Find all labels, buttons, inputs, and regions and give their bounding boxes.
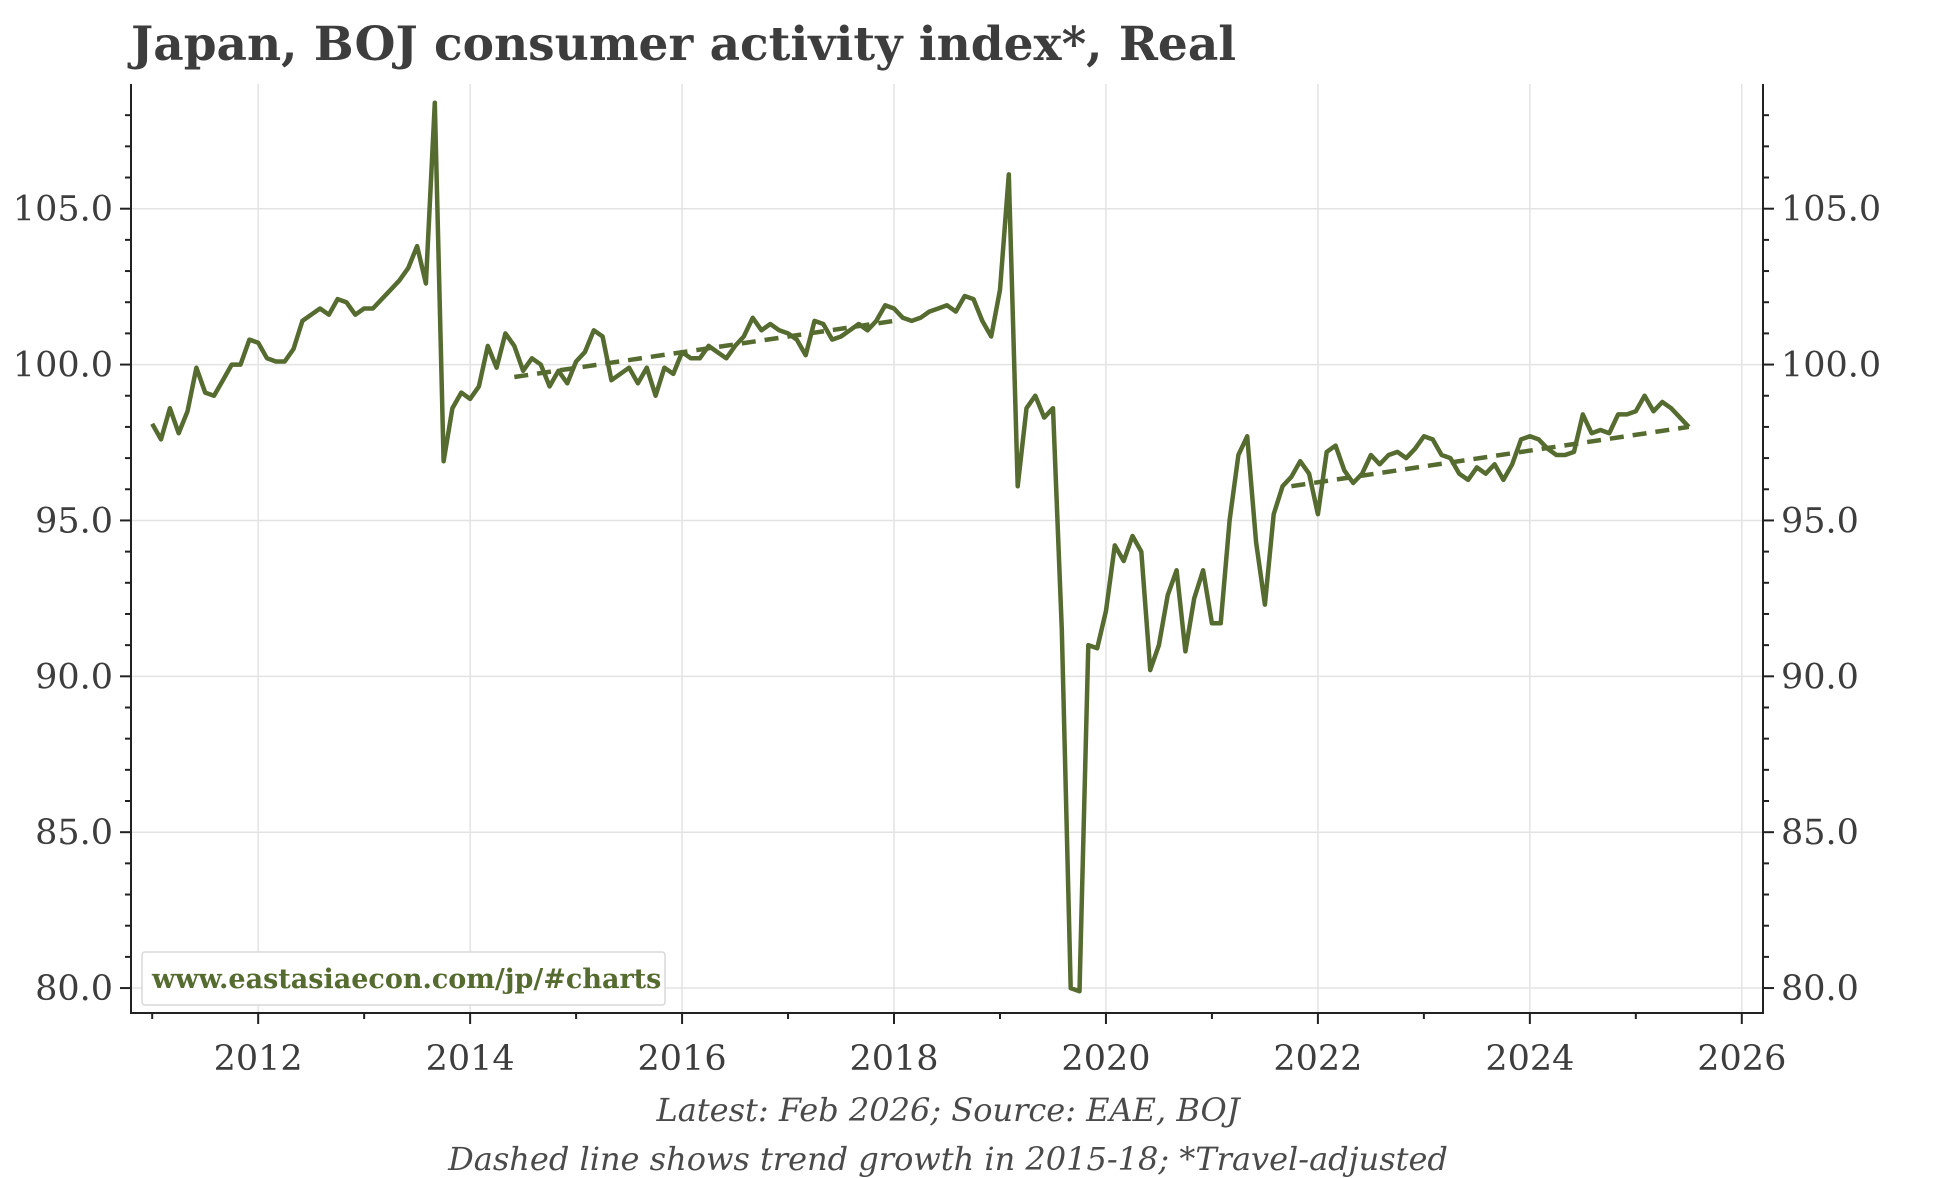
axis-spines [130,84,1764,1014]
y-tick-label-right: 100.0 [1781,346,1881,386]
axes: 80.0 80.0 85.0 85.0 90.0 90.0 95.0 95.0 100.0 100… [13,84,1881,1079]
y-tick-label-left: 90.0 [35,657,113,697]
watermark-link[interactable]: www.eastasiaecon.com/jp/#charts [151,964,661,995]
footnote-source: Latest: Feb 2026; Source: EAE, BOJ [655,1091,1241,1129]
grid [131,84,1763,1013]
footnote-trend: Dashed line shows trend growth in 2015-1… [447,1140,1448,1178]
x-tick-label-2024: 2024 [1485,1039,1574,1079]
x-tick-label-2020: 2020 [1061,1039,1150,1079]
y-tick-label-right: 80.0 [1781,969,1859,1009]
trend-line-1 [513,318,895,380]
y-tick-label-left: 105.0 [13,190,113,230]
x-tick-label-2026: 2026 [1697,1039,1786,1079]
y-tick-label-left: 85.0 [35,813,113,853]
y-tick-label-right: 90.0 [1781,657,1859,697]
trend-line-2 [1291,424,1690,489]
y-tick-label-right: 85.0 [1781,813,1859,853]
watermark-box [141,951,666,1006]
series-layer [150,100,1691,994]
x-tick-label-2016: 2016 [638,1039,727,1079]
x-tick-label-2018: 2018 [849,1039,938,1079]
y-tick-label-right: 95.0 [1781,501,1859,541]
x-tick-label-2012: 2012 [214,1039,303,1079]
watermark[interactable]: www.eastasiaecon.com/jp/#charts [141,951,666,1006]
index-line [150,100,1691,994]
chart-title: Japan, BOJ consumer activity index*, Rea… [127,17,1236,72]
y-tick-label-left: 100.0 [13,346,113,386]
x-tick-label-2014: 2014 [426,1039,515,1079]
x-tick-label-2022: 2022 [1273,1039,1362,1079]
y-tick-label-left: 95.0 [35,501,113,541]
y-tick-label-left: 80.0 [35,969,113,1009]
y-tick-label-right: 105.0 [1781,190,1881,230]
